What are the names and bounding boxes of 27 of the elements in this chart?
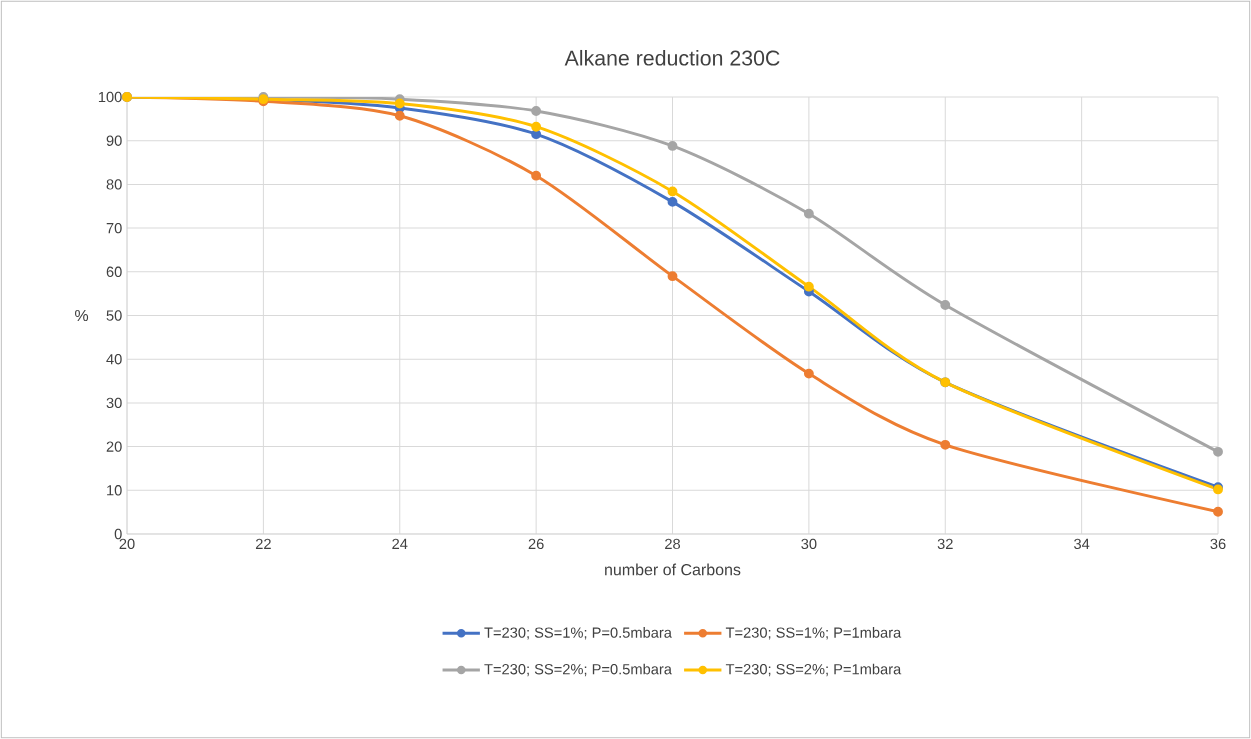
y-tick-label: 70 (106, 222, 122, 234)
legend-label: T=230; SS=1%; P=1mbara (725, 627, 902, 640)
x-tick-label: 32 (937, 538, 953, 550)
y-tick-label: 80 (106, 179, 122, 190)
x-tick-label: 24 (392, 538, 408, 549)
x-tick-label: 26 (528, 538, 544, 550)
legend-label: T=230; SS=2%; P=1mbara (725, 663, 902, 677)
y-tick-label: 10 (107, 485, 122, 496)
y-tick-label: 30 (106, 397, 122, 409)
x-axis-title: number of Carbons (605, 563, 741, 576)
x-tick-label: 22 (255, 538, 271, 549)
x-tick-label: 30 (801, 538, 817, 550)
y-tick-label: 60 (106, 266, 122, 277)
x-tick-label: 20 (119, 538, 135, 550)
legend-label: T=230; SS=2%; P=0.5mbara (484, 663, 672, 677)
x-tick-label: 36 (1210, 538, 1226, 550)
legend-label: T=230; SS=1%; P=0.5mbara (484, 627, 672, 640)
x-tick-label: 34 (1074, 538, 1090, 550)
y-tick-label: 50 (106, 310, 122, 321)
chart-title: Alkane reduction 230C (564, 49, 780, 66)
y-tick-label: 100 (98, 91, 122, 103)
y-tick-label: 40 (106, 354, 122, 365)
y-tick-label: 90 (106, 135, 122, 146)
x-tick-label: 28 (665, 538, 681, 550)
y-axis-title: % (75, 309, 89, 322)
y-tick-label: 0 (114, 528, 122, 540)
y-tick-label: 20 (106, 441, 122, 452)
